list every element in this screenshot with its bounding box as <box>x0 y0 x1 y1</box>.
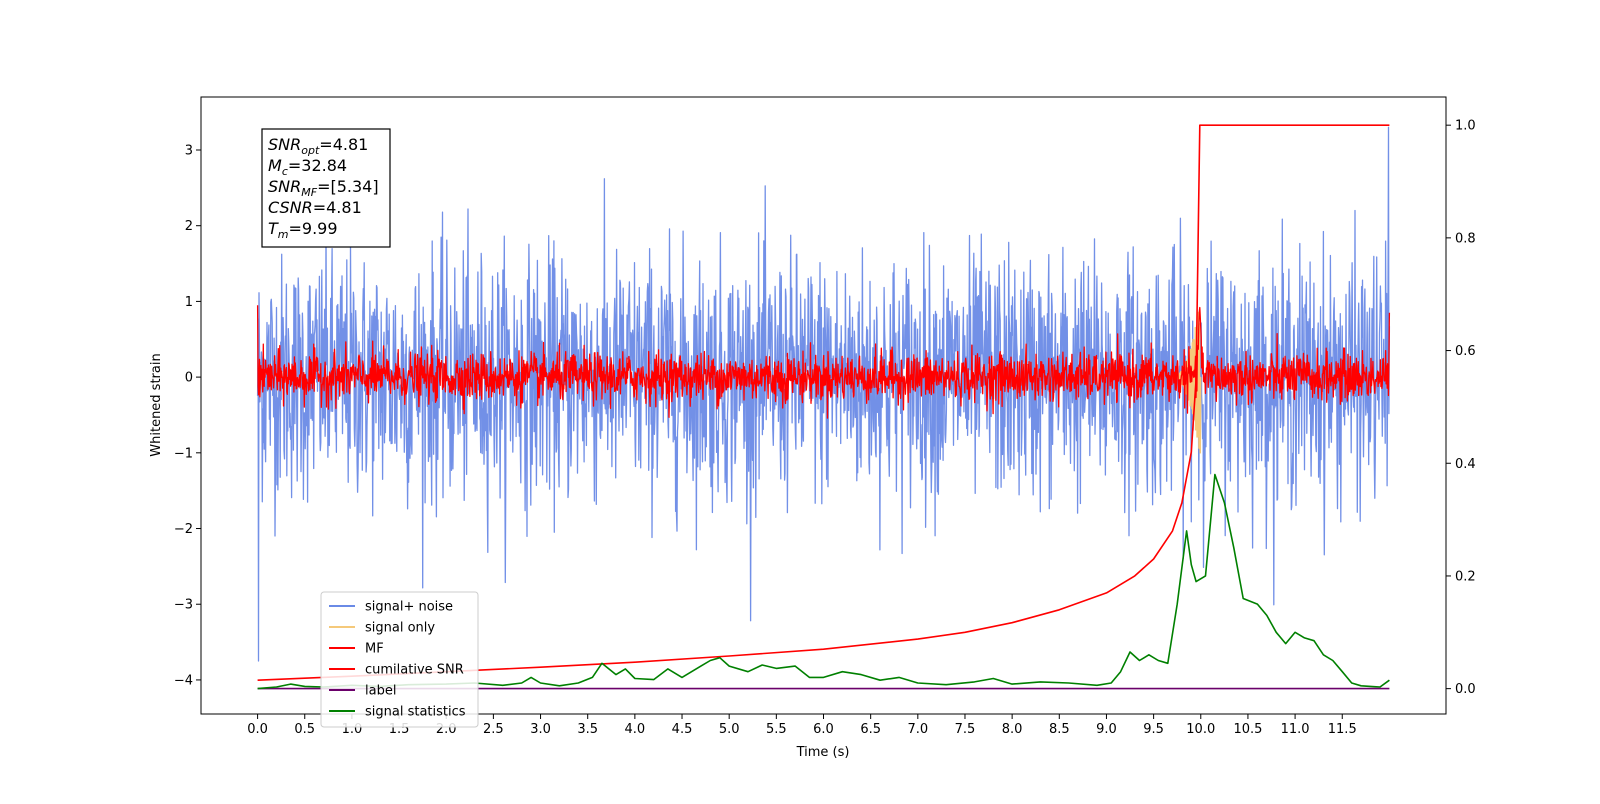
annotation-value-2: =[5.34] <box>317 177 379 196</box>
legend-label-4: label <box>365 684 396 699</box>
annotation-value-3: =4.81 <box>313 198 362 217</box>
legend-label-5: signal statistics <box>365 705 466 720</box>
legend: signal+ noise signal only MF cumilative SNR… <box>320 591 479 728</box>
annotation-symbol-2: SNR <box>268 177 301 196</box>
y-tick-label-7: 3 <box>185 143 193 158</box>
x-tick-label-9: 4.5 <box>672 722 693 737</box>
annotation-symbol-4: T <box>268 219 279 238</box>
x-tick-label-8: 4.0 <box>625 722 646 737</box>
annotation-line-4: Tm=9.99 <box>268 219 338 241</box>
y-tick-label-1: −3 <box>174 598 193 613</box>
y2-tick-label-3: 0.6 <box>1455 344 1476 359</box>
series-line-3 <box>257 124 1390 681</box>
series-line-5 <box>257 473 1390 690</box>
legend-label-1: signal only <box>365 621 435 636</box>
annotation-subscript-1: c <box>282 165 288 178</box>
y-tick-label-2: −2 <box>174 522 193 537</box>
annotation-subscript-0: opt <box>301 144 320 157</box>
y-axis-left: −4 −3 −2 −1 0 1 2 3 <box>174 143 201 688</box>
y-tick-label-5: 1 <box>185 295 193 310</box>
legend-frame <box>320 591 479 728</box>
x-tick-label-1: 0.5 <box>294 722 315 737</box>
x-tick-label-7: 3.5 <box>577 722 598 737</box>
x-tick-label-12: 6.0 <box>813 722 834 737</box>
x-tick-label-0: 0.0 <box>247 722 268 737</box>
y-tick-label-3: −1 <box>174 446 193 461</box>
annotation-symbol-0: SNR <box>268 135 301 154</box>
y-tick-label-0: −4 <box>174 673 193 688</box>
annotation-line-0: SNRopt=4.81 <box>268 135 368 157</box>
x-tick-label-19: 9.5 <box>1143 722 1164 737</box>
x-tick-label-10: 5.0 <box>719 722 740 737</box>
annotation-line-3: CSNR=4.81 <box>268 198 362 217</box>
annotation-box: SNRopt=4.81Mc=32.84SNRMF=[5.34]CSNR=4.81… <box>261 128 391 248</box>
y2-tick-label-0: 0.0 <box>1455 682 1476 697</box>
x-tick-label-22: 11.0 <box>1281 722 1310 737</box>
legend-item-3: cumilative SNR <box>329 663 464 678</box>
y2-tick-label-4: 0.8 <box>1455 231 1476 246</box>
series-3 <box>257 124 1390 681</box>
legend-item-4: label <box>329 684 396 699</box>
y-tick-label-6: 2 <box>185 219 193 234</box>
annotation-subscript-2: MF <box>301 186 317 199</box>
y-axis-right: 0.0 0.2 0.4 0.6 0.8 1.0 <box>1446 119 1476 697</box>
x-tick-label-16: 8.0 <box>1002 722 1023 737</box>
x-tick-label-13: 6.5 <box>860 722 881 737</box>
y-axis-label: Whitened strain <box>149 353 164 456</box>
y2-tick-label-1: 0.2 <box>1455 569 1476 584</box>
annotation-line-2: SNRMF=[5.34] <box>268 177 379 199</box>
x-tick-label-18: 9.0 <box>1096 722 1117 737</box>
y-tick-label-4: 0 <box>185 371 193 386</box>
legend-label-0: signal+ noise <box>365 600 453 615</box>
annotation-frame <box>261 128 391 248</box>
legend-item-5: signal statistics <box>329 705 466 720</box>
legend-label-3: cumilative SNR <box>365 663 464 678</box>
x-tick-label-5: 2.5 <box>483 722 504 737</box>
x-tick-label-23: 11.5 <box>1328 722 1357 737</box>
legend-item-1: signal only <box>329 621 435 636</box>
x-tick-label-6: 3.0 <box>530 722 551 737</box>
annotation-line-1: Mc=32.84 <box>268 156 347 178</box>
legend-label-2: MF <box>365 642 384 657</box>
annotation-symbol-3: CSNR <box>268 198 313 217</box>
y2-tick-label-5: 1.0 <box>1455 119 1476 134</box>
x-tick-label-11: 5.5 <box>766 722 787 737</box>
legend-item-0: signal+ noise <box>329 600 453 615</box>
annotation-value-1: =32.84 <box>288 156 347 175</box>
x-tick-label-17: 8.5 <box>1049 722 1070 737</box>
series-line-2 <box>256 305 1391 419</box>
legend-item-2: MF <box>329 642 384 657</box>
annotation-value-0: =4.81 <box>319 135 368 154</box>
y2-tick-label-2: 0.4 <box>1455 457 1476 472</box>
annotation-value-4: =9.99 <box>289 219 338 238</box>
x-tick-label-14: 7.0 <box>907 722 928 737</box>
x-tick-label-20: 10.0 <box>1186 722 1215 737</box>
x-tick-label-21: 10.5 <box>1233 722 1262 737</box>
x-tick-label-15: 7.5 <box>955 722 976 737</box>
series-5 <box>257 473 1390 690</box>
series-layer <box>256 124 1391 690</box>
annotation-symbol-1: M <box>268 156 282 175</box>
x-axis-label: Time (s) <box>796 745 850 760</box>
annotation-subscript-4: m <box>278 228 289 241</box>
series-2 <box>256 305 1391 419</box>
